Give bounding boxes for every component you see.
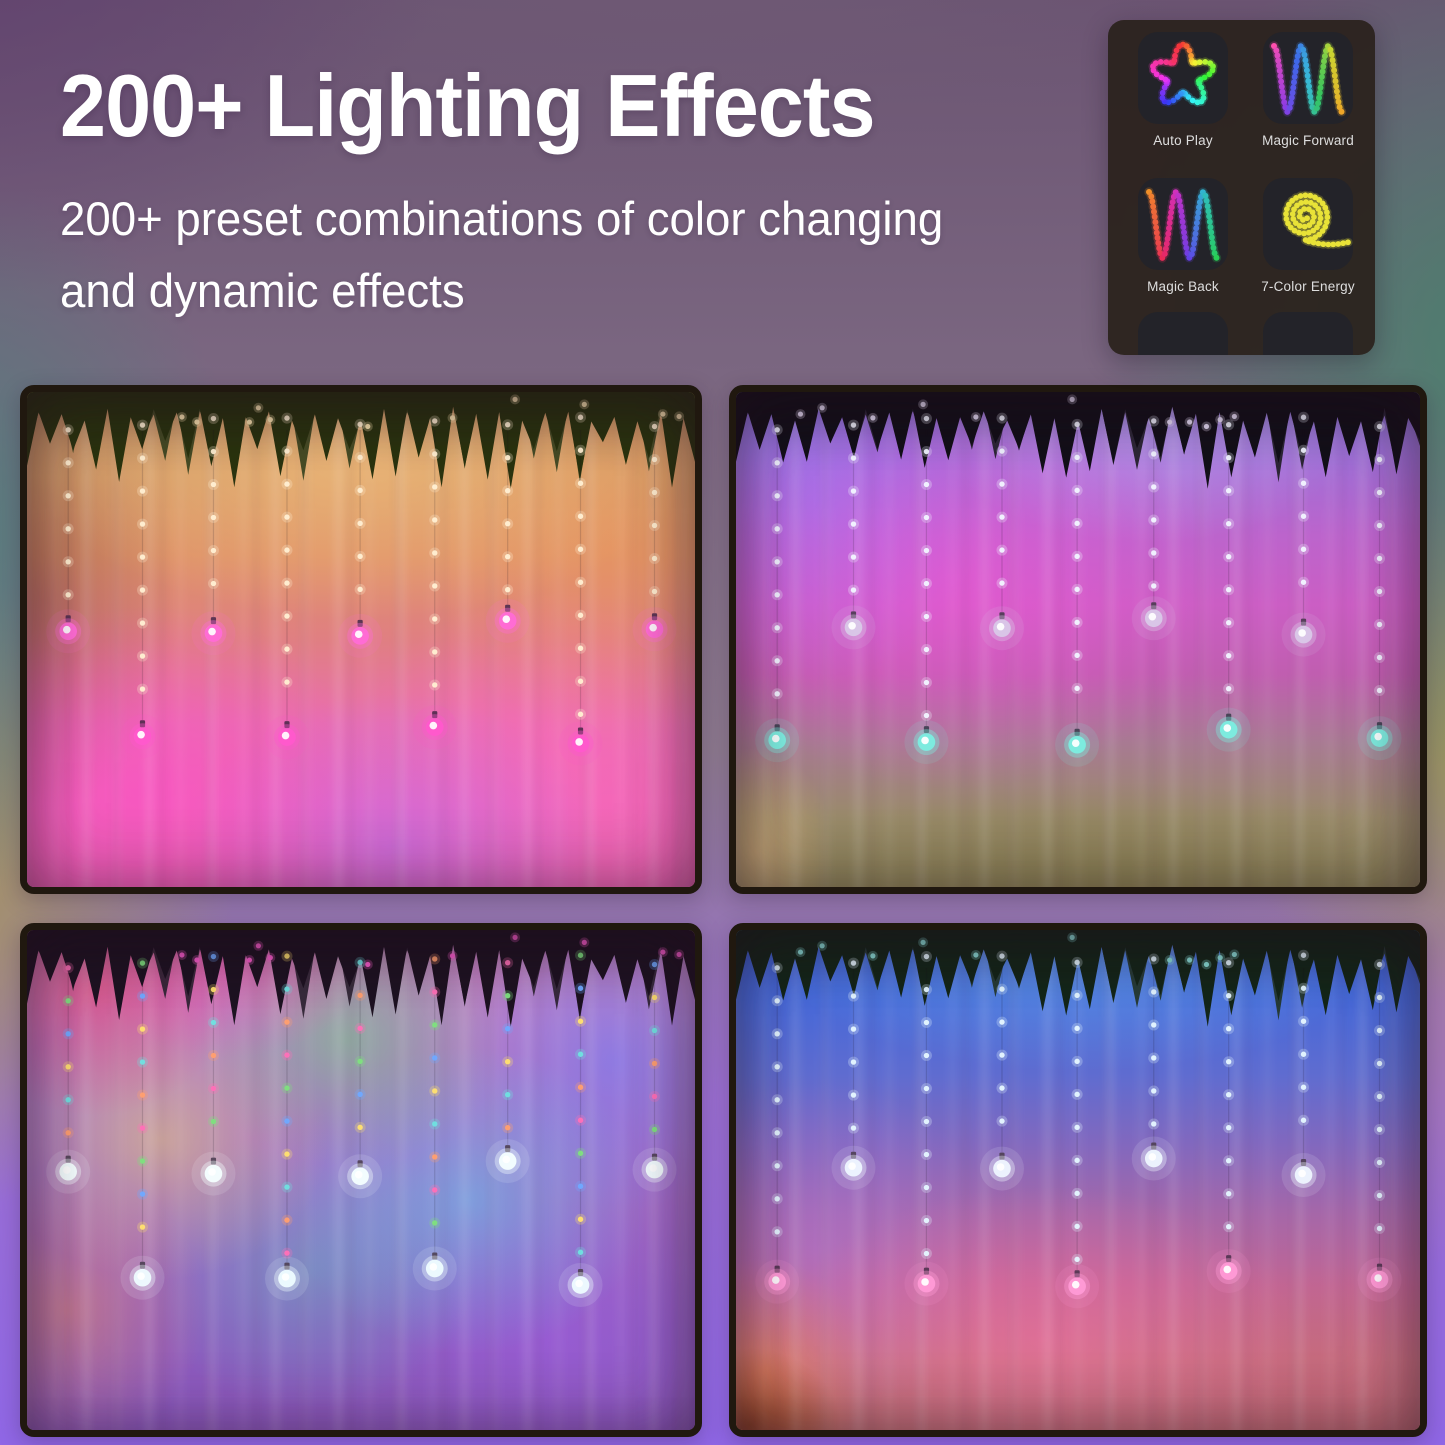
effect-thumbnail (1263, 312, 1353, 355)
led-light-strings (46, 411, 677, 766)
effect-label: Magic Forward (1262, 133, 1354, 148)
serpentine-reverse-icon (1144, 187, 1222, 263)
led-light-strings (755, 949, 1402, 1309)
flower-multicolor-icon (1148, 39, 1218, 107)
effect-item-partial-yellow (1138, 312, 1228, 355)
effect-item-magic-forward: Magic Forward (1262, 32, 1354, 148)
photo-multicolor-rainbow-mode (20, 923, 702, 1437)
led-light-strings (755, 411, 1402, 767)
serpentine-rainbow-icon (1269, 41, 1347, 117)
page-subtitle: 200+ preset combinations of color changi… (60, 183, 943, 327)
effect-label: Magic Back (1147, 279, 1219, 294)
subtitle-line-1: 200+ preset combinations of color changi… (60, 192, 944, 246)
effect-label: Auto Play (1153, 133, 1213, 148)
effect-label: 7-Color Energy (1261, 279, 1355, 294)
app-effects-panel: Auto Play Magic Forward Magic Back 7-Col… (1108, 20, 1375, 355)
effect-thumbnail (1138, 178, 1228, 270)
subtitle-line-2: and dynamic effects (60, 264, 465, 318)
effect-thumbnail (1138, 32, 1228, 124)
pine-garland (736, 930, 1420, 1027)
photo-blue-pink-mode (729, 923, 1427, 1437)
arcs-green-icon (1263, 312, 1353, 355)
photo-warm-white-pink-mode (20, 385, 702, 894)
effect-thumbnail (1263, 32, 1353, 124)
pine-garland (736, 392, 1420, 489)
effect-item-partial-green (1263, 312, 1353, 355)
page-title: 200+ Lighting Effects (60, 56, 875, 155)
effect-item-7-color-energy: 7-Color Energy (1261, 178, 1355, 294)
effect-item-auto-play: Auto Play (1138, 32, 1228, 148)
pine-garland (27, 930, 695, 1027)
effect-thumbnail (1138, 312, 1228, 355)
photo-purple-magenta-mode (729, 385, 1427, 894)
arcs-yellow-icon (1138, 312, 1228, 355)
led-light-strings (46, 949, 677, 1308)
photo-vignette (27, 392, 695, 887)
hero-text-block: 200+ Lighting Effects 200+ preset combin… (60, 58, 971, 327)
photo-vignette (27, 930, 695, 1430)
effect-thumbnail (1263, 178, 1353, 270)
photo-vignette (736, 930, 1420, 1430)
photo-vignette (736, 392, 1420, 887)
effect-item-magic-back: Magic Back (1138, 178, 1228, 294)
spiral-yellow-icon (1281, 190, 1353, 250)
pine-garland (27, 392, 695, 489)
